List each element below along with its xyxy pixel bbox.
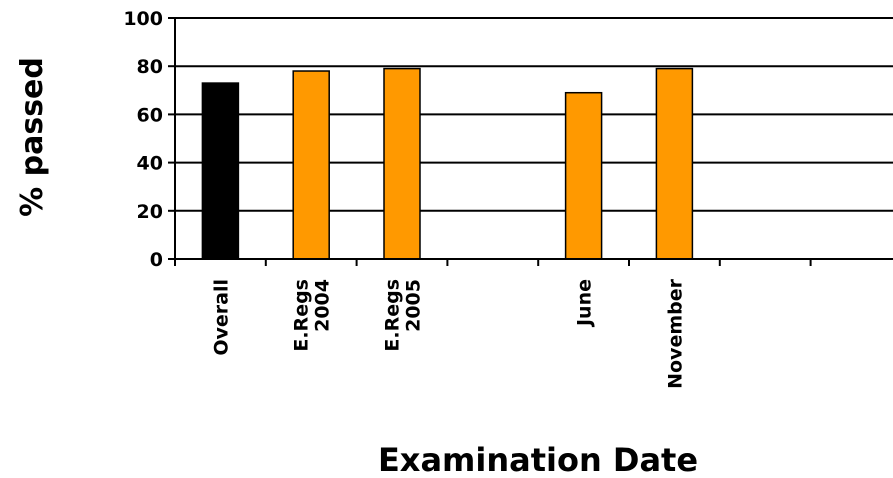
x-tick-label: 2004 <box>312 279 334 332</box>
x-tick-label: E.Regs <box>291 279 313 352</box>
bar <box>383 67 421 260</box>
x-tick-label: November <box>664 278 686 389</box>
x-axis-label: Examination Date <box>378 441 698 478</box>
gridlines <box>175 17 893 212</box>
axes <box>168 17 893 266</box>
x-tick-label: E.Regs <box>382 279 404 352</box>
bar <box>201 82 240 260</box>
y-tick-label: 80 <box>137 56 163 78</box>
y-tick-label: 100 <box>123 8 163 30</box>
y-tick-labels: 0 20 40 60 80 100 <box>123 8 163 271</box>
x-tick-label: 2005 <box>403 279 425 332</box>
y-tick-label: 40 <box>137 153 163 175</box>
y-axis-label: % passed <box>15 57 50 217</box>
y-tick-label: 60 <box>137 104 163 126</box>
x-tick-label: Overall <box>210 279 232 356</box>
y-tick-label: 0 <box>150 249 163 271</box>
bar <box>292 70 330 260</box>
bars <box>201 67 694 260</box>
bar <box>564 91 603 260</box>
x-tick-label: June <box>574 279 596 328</box>
bar <box>655 67 694 260</box>
y-tick-label: 20 <box>137 201 163 223</box>
x-tick-labels: Overall E.Regs 2004 E.Regs 2005 June November <box>210 278 686 389</box>
